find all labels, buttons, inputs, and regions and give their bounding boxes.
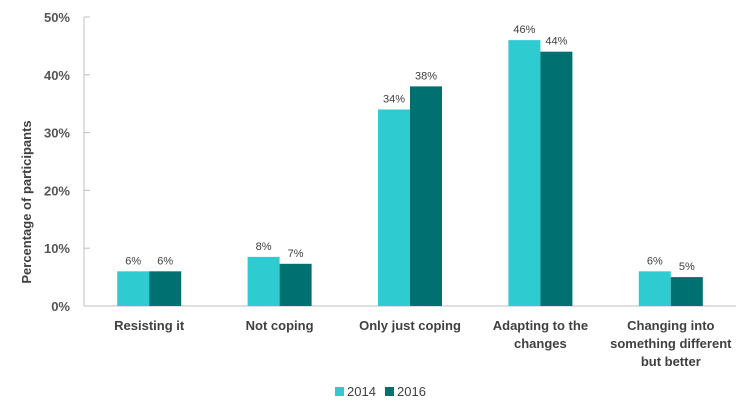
category-label: Changing into: [627, 318, 714, 333]
category-label: Resisting it: [114, 318, 185, 333]
bar-2014: [638, 271, 671, 306]
data-label: 6%: [647, 255, 663, 267]
category-label: Not coping: [246, 318, 314, 333]
bar-2014: [247, 256, 280, 306]
data-label: 7%: [288, 248, 304, 260]
category-label: something different: [610, 336, 732, 351]
bar-2016: [279, 263, 312, 306]
y-tick-label: 40%: [44, 68, 70, 83]
data-label: 44%: [545, 36, 567, 48]
bar-2016: [540, 51, 573, 307]
category-label: but better: [641, 354, 701, 369]
y-axis-title: Percentage of participants: [19, 120, 34, 283]
data-label: 38%: [415, 70, 437, 82]
bar-2014: [378, 109, 410, 306]
bar-2014: [508, 40, 541, 307]
y-tick-label: 20%: [44, 183, 70, 198]
category-label: Only just coping: [359, 318, 461, 333]
category-labels: Resisting it Not coping Only just coping Ad…: [114, 318, 732, 369]
y-tick-label: 10%: [44, 241, 70, 256]
category-label: Adapting to the: [493, 318, 588, 333]
y-tick-label: 50%: [44, 10, 70, 25]
category-label: changes: [514, 336, 567, 351]
legend-label: 2016: [397, 384, 426, 399]
bar-2016: [670, 277, 703, 306]
data-label: 34%: [383, 93, 405, 105]
data-label: 5%: [679, 261, 695, 273]
data-label: 6%: [125, 255, 141, 267]
data-labels: 6% 6% 8% 7% 34% 38% 46% 44% 6% 5%: [125, 24, 695, 273]
legend-label: 2014: [347, 384, 376, 399]
bar-2014: [117, 271, 150, 306]
data-label: 6%: [157, 255, 173, 267]
y-tick-label: 30%: [44, 126, 70, 141]
bars: [117, 40, 703, 307]
legend-swatch-2016: [385, 387, 394, 396]
data-label: 46%: [513, 24, 535, 36]
data-label: 8%: [256, 241, 272, 253]
y-tick-label: 0%: [51, 299, 70, 314]
bar-2016: [410, 86, 442, 306]
bar-2016: [149, 271, 182, 306]
legend: 2014 2016: [335, 384, 426, 399]
legend-swatch-2014: [335, 387, 344, 396]
